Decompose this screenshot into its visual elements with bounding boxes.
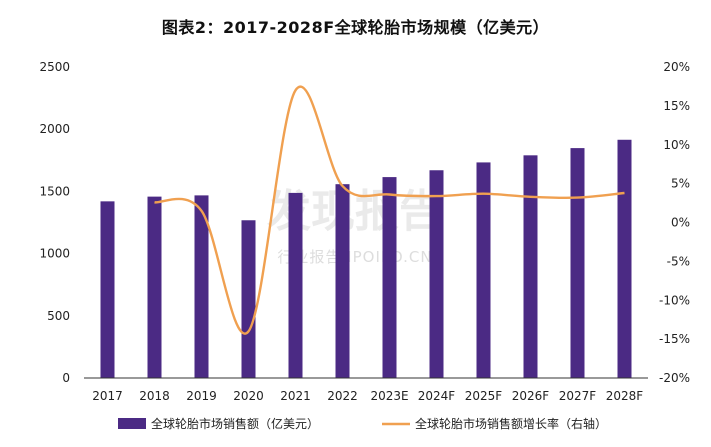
legend-bar-swatch: [118, 418, 146, 429]
right-tick-label: -15%: [659, 332, 690, 346]
bar: [523, 155, 538, 378]
x-tick-label: 2021: [280, 389, 311, 403]
x-tick-label: 2028F: [606, 389, 644, 403]
bar: [147, 196, 162, 378]
bar: [288, 192, 303, 378]
growth-line: [154, 85, 625, 335]
chart-title: 图表2：2017-2028F全球轮胎市场规模（亿美元）: [161, 18, 550, 37]
bar: [241, 220, 256, 378]
right-tick-label: 20%: [663, 60, 690, 74]
x-tick-label: 2018: [139, 389, 170, 403]
x-tick-label: 2024F: [418, 389, 456, 403]
left-tick-label: 0: [62, 371, 70, 385]
left-tick-label: 500: [47, 309, 70, 323]
bar: [429, 170, 444, 378]
left-tick-label: 1500: [39, 184, 70, 198]
legend-line-label: 全球轮胎市场销售额增长率（右轴）: [415, 416, 607, 431]
left-tick-label: 2500: [39, 60, 70, 74]
legend-bar-label: 全球轮胎市场销售额（亿美元）: [151, 416, 319, 431]
right-tick-label: 0%: [671, 216, 690, 230]
x-tick-label: 2027F: [559, 389, 597, 403]
bar: [476, 162, 491, 378]
left-tick-label: 1000: [39, 247, 70, 261]
bar: [570, 148, 585, 378]
x-tick-label: 2023E: [370, 389, 408, 403]
right-tick-label: -10%: [659, 293, 690, 307]
x-tick-label: 2025F: [465, 389, 503, 403]
bar: [100, 201, 115, 378]
bar: [617, 139, 632, 378]
x-tick-label: 2022: [327, 389, 358, 403]
right-tick-label: 10%: [663, 138, 690, 152]
bar: [382, 177, 397, 378]
x-tick-label: 2020: [233, 389, 264, 403]
bar: [194, 195, 209, 378]
right-tick-label: 5%: [671, 177, 690, 191]
right-tick-label: -20%: [659, 371, 690, 385]
left-tick-label: 2000: [39, 122, 70, 136]
right-tick-label: 15%: [663, 99, 690, 113]
x-tick-label: 2026F: [512, 389, 550, 403]
right-tick-label: -5%: [667, 254, 690, 268]
x-tick-label: 2017: [92, 389, 123, 403]
x-tick-label: 2019: [186, 389, 217, 403]
bar: [335, 184, 350, 378]
